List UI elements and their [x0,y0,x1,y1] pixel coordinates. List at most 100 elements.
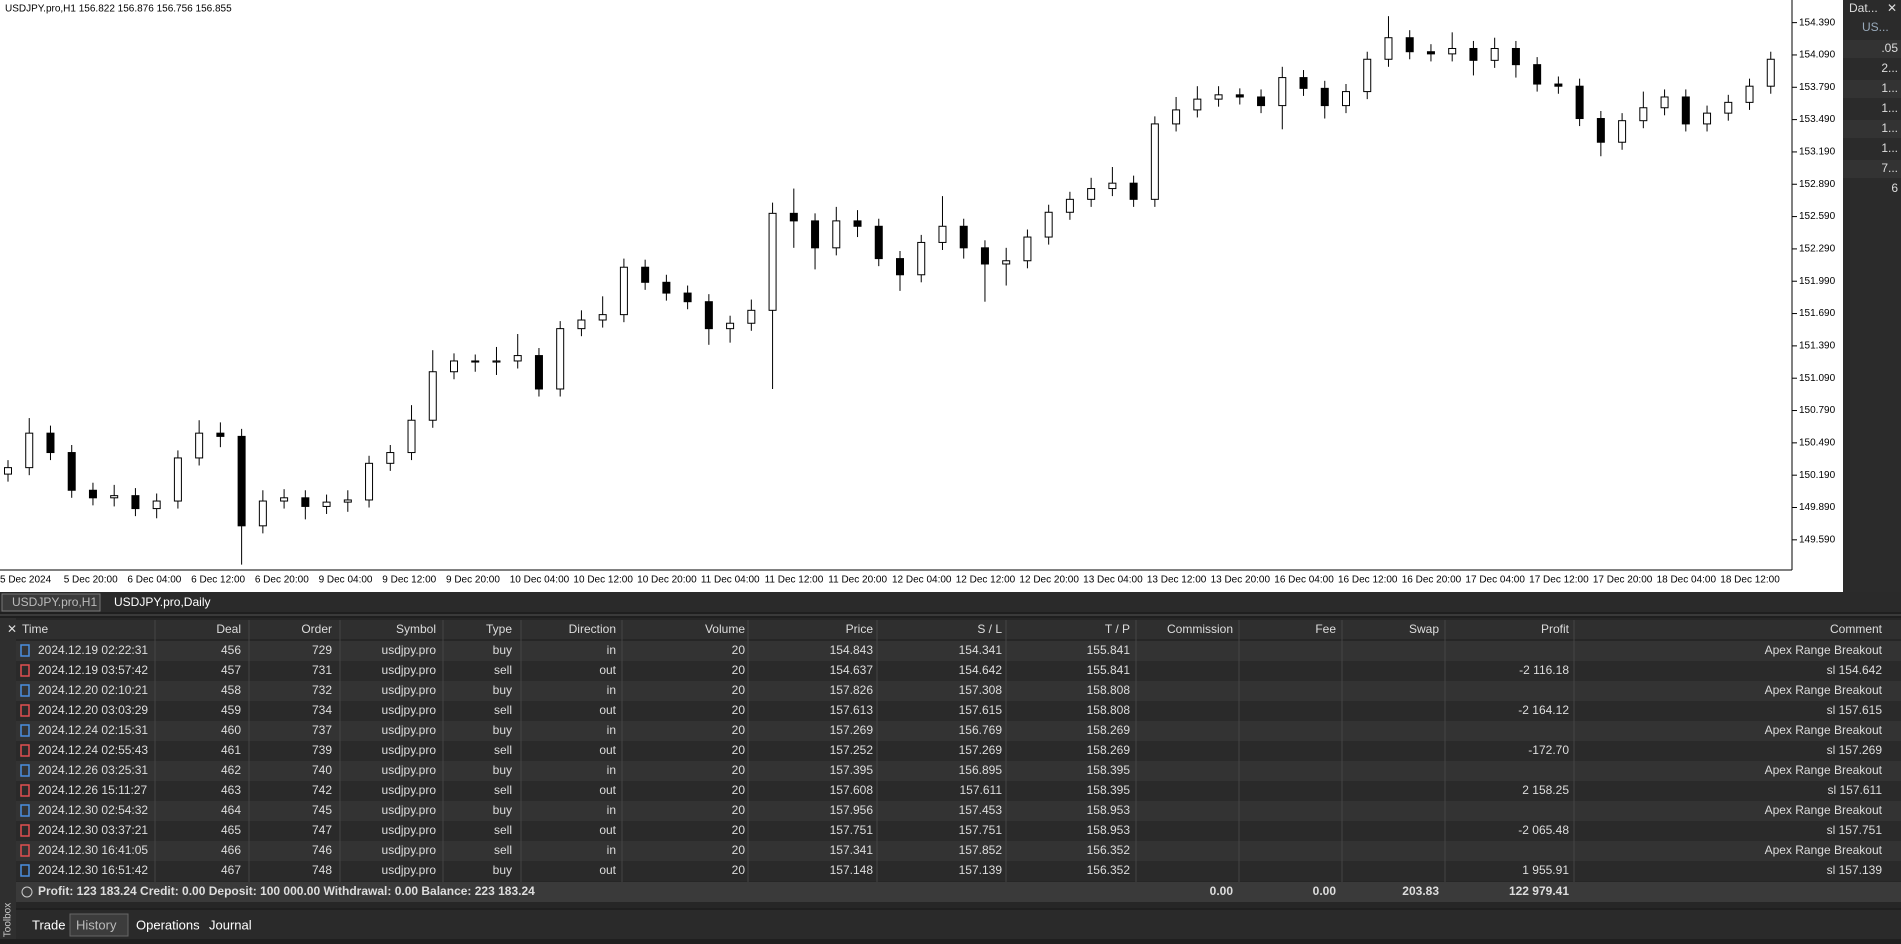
x-tick-label: 12 Dec 04:00 [892,575,952,586]
cell: usdjpy.pro [382,823,437,837]
cell: -2 164.12 [1518,703,1569,717]
column-header[interactable]: Time [22,622,49,636]
y-tick-label: 152.590 [1799,211,1836,222]
cell: 157.608 [830,783,874,797]
table-row[interactable] [16,821,1901,841]
x-tick-label: 18 Dec 04:00 [1657,575,1717,586]
close-toolbox[interactable]: ✕ [7,622,17,636]
candle-body [195,432,204,459]
candle-body [619,266,628,316]
y-tick-label: 154.390 [1799,17,1836,28]
cell: out [599,823,616,837]
column-header[interactable]: Type [486,622,512,636]
toolbox-sidebar [0,618,16,939]
x-tick-label: 11 Dec 04:00 [701,575,760,586]
candle-body [1511,47,1520,66]
y-tick-label: 154.090 [1799,50,1836,61]
candle-body [1087,188,1096,200]
cell: usdjpy.pro [382,803,437,817]
table-row[interactable] [16,641,1901,661]
column-header[interactable]: Commission [1167,622,1233,636]
cell: 157.611 [960,783,1003,797]
bottom-tab[interactable]: Journal [209,917,252,932]
bottom-tab[interactable]: Operations [136,917,200,932]
cell: 158.808 [1087,703,1131,717]
cell: 158.269 [1087,743,1131,757]
bottom-tab[interactable]: Trade [32,917,65,932]
column-header[interactable]: S / L [977,622,1002,636]
candle-body [1193,98,1202,111]
table-row[interactable] [16,741,1901,761]
candle-body [301,497,310,507]
table-row[interactable] [16,801,1901,821]
table-row[interactable] [16,761,1901,781]
candle-body [1320,87,1329,107]
data-row [1843,180,1901,198]
cell: usdjpy.pro [382,703,437,717]
cell: 731 [312,663,332,677]
chart-tab-label[interactable]: USDJPY.pro,Daily [114,595,210,609]
cell: 2 158.25 [1522,783,1569,797]
table-row[interactable] [16,661,1901,681]
cell: sell [494,703,512,717]
cell: 157.453 [959,803,1003,817]
cell: sell [494,743,512,757]
column-header[interactable]: Swap [1409,622,1439,636]
candle-body [280,497,289,502]
x-tick-label: 11 Dec 20:00 [828,575,887,586]
cell: 20 [732,703,746,717]
chart-tab[interactable] [104,594,202,611]
candle-body [471,360,480,363]
cell: 20 [732,783,746,797]
data-value: 1... [1881,81,1898,95]
x-tick-label: 5 Dec 2024 [0,575,52,586]
column-header[interactable]: Symbol [396,622,436,636]
column-header[interactable]: Volume [705,622,745,636]
cell: 467 [221,863,241,877]
close-icon[interactable]: ✕ [1887,1,1897,15]
chart-tab[interactable] [1,593,101,612]
x-tick-label: 17 Dec 04:00 [1465,575,1525,586]
cell: usdjpy.pro [382,723,437,737]
cell: 20 [732,743,746,757]
separator [0,614,1901,616]
expand-icon[interactable] [21,886,33,898]
cell: sl 157.751 [1827,823,1883,837]
column-header[interactable]: Order [301,622,332,636]
x-tick-label: 17 Dec 12:00 [1529,575,1589,586]
column-header[interactable]: Deal [216,622,241,636]
column-header[interactable]: T / P [1105,622,1130,636]
column-header[interactable]: Comment [1830,622,1883,636]
bottom-tab[interactable]: History [76,917,117,932]
x-tick-label: 16 Dec 12:00 [1338,575,1398,586]
candle-body [1342,91,1350,107]
table-row[interactable] [16,721,1901,741]
cell: 746 [312,843,332,857]
y-tick-label: 152.290 [1799,244,1836,255]
cell: 20 [732,723,746,737]
x-tick-label: 6 Dec 04:00 [127,575,181,586]
table-row[interactable] [16,781,1901,801]
chart-tab-label[interactable]: USDJPY.pro,H1 [12,595,97,609]
column-header[interactable]: Fee [1315,622,1336,636]
table-row[interactable] [16,701,1901,721]
y-tick-label: 150.490 [1799,437,1836,448]
column-header[interactable]: Price [846,622,874,636]
deal-icon [20,844,30,857]
table-row[interactable] [16,861,1901,881]
column-header[interactable]: Direction [569,622,616,636]
cell: 20 [732,863,746,877]
candle-body [917,241,926,276]
data-value: 2... [1881,61,1898,75]
cell: 737 [312,723,332,737]
candle-body [747,309,756,324]
table-row[interactable] [16,681,1901,701]
summary-total: 0.00 [1210,884,1234,898]
candle-body [534,355,543,390]
cell: 157.956 [830,803,874,817]
column-header[interactable]: Profit [1541,622,1570,636]
table-row[interactable] [16,841,1901,861]
x-tick-label: 9 Dec 20:00 [446,575,500,586]
cell: 459 [221,703,241,717]
bottom-tab-active[interactable] [69,913,129,937]
